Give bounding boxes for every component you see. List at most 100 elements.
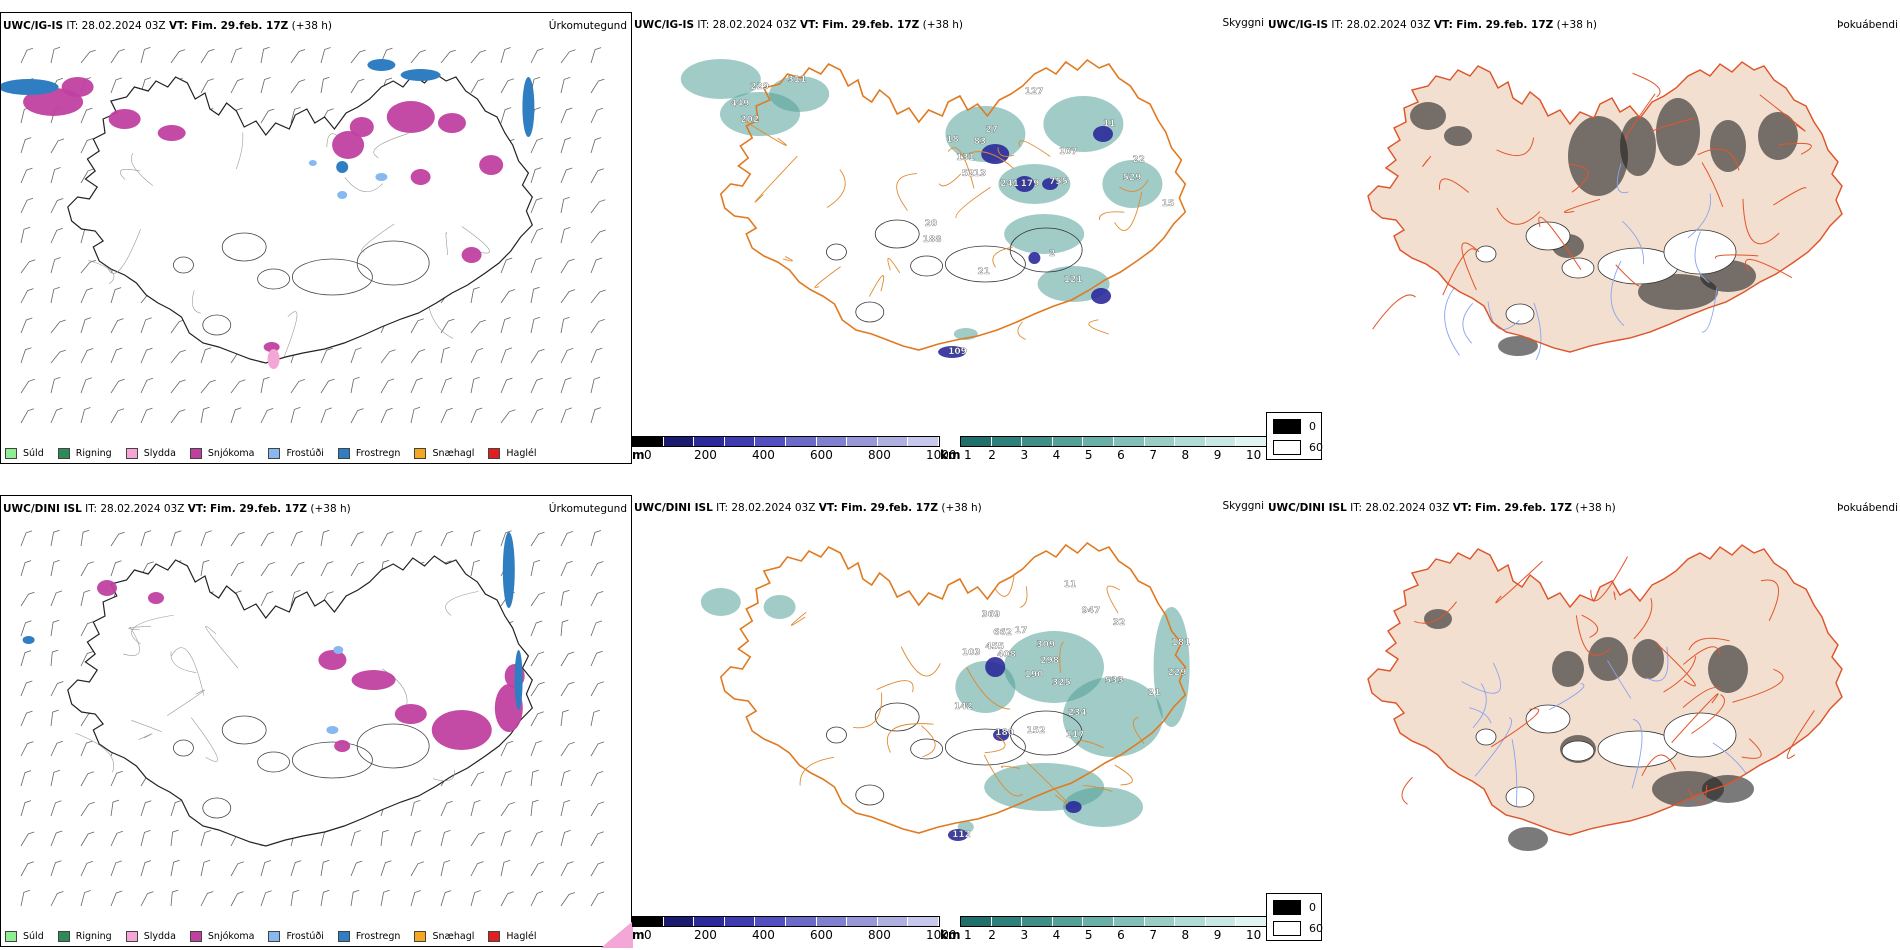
legend-swatch bbox=[268, 931, 281, 942]
road bbox=[131, 614, 174, 645]
wind-barb bbox=[20, 530, 33, 547]
fog-title: Þokuábendi bbox=[1837, 19, 1898, 31]
lead-time: (+38 h) bbox=[1575, 502, 1616, 514]
road bbox=[171, 647, 205, 696]
wind-barb bbox=[470, 348, 484, 364]
road bbox=[938, 173, 962, 187]
visibility-value-label: 152 bbox=[1027, 726, 1046, 736]
glacier-outline bbox=[221, 232, 267, 262]
wind-barb bbox=[320, 378, 335, 394]
road bbox=[1742, 198, 1780, 245]
legend-swatch bbox=[414, 448, 427, 459]
vt-label: VT: bbox=[1433, 19, 1453, 31]
wind-barb bbox=[260, 890, 272, 907]
freezing-rain-area bbox=[502, 532, 515, 608]
road bbox=[1613, 591, 1616, 600]
wind-barb bbox=[590, 771, 604, 787]
road bbox=[955, 186, 991, 219]
wind-barb bbox=[20, 889, 31, 907]
road bbox=[1098, 211, 1125, 220]
wind-barb bbox=[110, 318, 124, 334]
road bbox=[373, 133, 409, 159]
map-header: UWC/DINI ISL IT: 28.02.2024 03Z VT: Fim.… bbox=[1268, 502, 1616, 514]
visibility-title: Skyggni bbox=[1222, 17, 1265, 29]
scale-tick-label: 400 bbox=[752, 448, 775, 462]
scale-tick-label: 2 bbox=[988, 448, 996, 462]
wind-barb bbox=[500, 257, 513, 274]
wind-barb bbox=[20, 560, 32, 577]
fog-legend-item: 0 bbox=[1273, 900, 1316, 915]
wind-barb bbox=[560, 770, 571, 787]
legend-label: Haglél bbox=[506, 931, 537, 942]
visibility-value-label: 533 bbox=[1105, 676, 1124, 686]
wind-barb bbox=[110, 531, 125, 547]
precip-type-title: Úrkomutegund bbox=[548, 20, 627, 32]
wind-barb bbox=[470, 831, 485, 847]
wind-barb bbox=[50, 769, 61, 787]
wind-barb bbox=[350, 531, 364, 547]
visibility-value-label: 202 bbox=[740, 115, 759, 125]
wind-barb bbox=[470, 78, 485, 94]
wind-barb bbox=[80, 407, 91, 424]
road bbox=[190, 717, 218, 762]
glacier-outline bbox=[221, 715, 267, 745]
glacier-outline bbox=[874, 219, 920, 249]
wind-barb bbox=[80, 621, 94, 637]
scale-segment bbox=[1022, 437, 1053, 446]
wind-barb bbox=[260, 591, 274, 607]
river bbox=[1444, 286, 1460, 356]
wind-barb bbox=[530, 348, 545, 364]
it-label: IT: bbox=[66, 20, 79, 32]
visibility-value-label: 325 bbox=[1052, 678, 1071, 688]
wind-barb bbox=[560, 861, 574, 877]
wind-barb bbox=[20, 710, 33, 727]
wind-barb bbox=[50, 559, 60, 577]
scale-segment bbox=[1113, 437, 1145, 446]
legend-swatch bbox=[5, 931, 17, 942]
road bbox=[1401, 776, 1413, 805]
legend-swatch bbox=[337, 448, 350, 459]
road bbox=[1760, 579, 1780, 621]
visibility-value-label: 21 bbox=[1148, 688, 1161, 698]
wind-barb bbox=[590, 709, 600, 727]
road bbox=[1132, 717, 1145, 745]
wind-barb bbox=[590, 376, 601, 394]
wind-barb bbox=[290, 407, 301, 424]
wind-barb bbox=[470, 530, 481, 547]
wind-barb bbox=[170, 379, 186, 394]
wind-barb bbox=[110, 560, 122, 577]
precip-panel-bottom: UWC/DINI ISL IT: 28.02.2024 03Z VT: Fim.… bbox=[0, 495, 633, 948]
snow-area bbox=[386, 101, 435, 133]
scale-segment bbox=[991, 437, 1023, 446]
road bbox=[1059, 641, 1065, 673]
road bbox=[1671, 693, 1719, 743]
it-label: IT: bbox=[697, 19, 710, 31]
wind-barb bbox=[560, 589, 570, 607]
wind-barb bbox=[170, 800, 182, 817]
fog-indicator-area bbox=[1620, 116, 1656, 176]
glacier-outline bbox=[826, 726, 847, 744]
wind-barb bbox=[410, 890, 421, 907]
low-visibility-area bbox=[769, 76, 830, 112]
wind-barb bbox=[50, 709, 59, 727]
wind-barb bbox=[350, 408, 364, 424]
wind-barb bbox=[590, 137, 602, 154]
wind-barb bbox=[80, 107, 93, 124]
wind-barb bbox=[470, 800, 481, 817]
wind-barb bbox=[500, 770, 512, 787]
wind-barb bbox=[260, 77, 271, 94]
road bbox=[1114, 191, 1143, 231]
scale-tick-label: 0 bbox=[644, 448, 652, 462]
wind-barb bbox=[560, 560, 573, 577]
wind-barb bbox=[200, 347, 212, 364]
wind-barb bbox=[560, 316, 570, 334]
legend-swatch bbox=[268, 448, 281, 459]
wind-barb bbox=[50, 167, 61, 184]
model-name: UWC/DINI ISL bbox=[634, 502, 713, 514]
legend-swatch bbox=[125, 448, 138, 459]
wind-barb bbox=[20, 408, 35, 424]
glacier bbox=[1475, 245, 1497, 263]
road bbox=[128, 626, 151, 631]
freezing-drizzle-area bbox=[375, 173, 388, 181]
visibility-value-label: 179 bbox=[1021, 179, 1040, 189]
